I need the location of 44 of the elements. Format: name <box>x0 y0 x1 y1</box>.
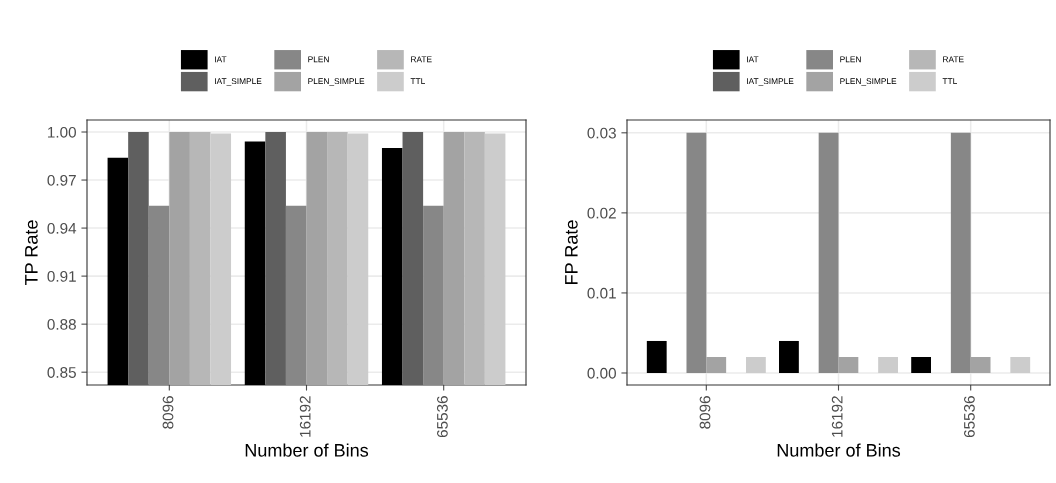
legend-label: IAT_SIMPLE <box>747 78 794 86</box>
legend-label: IAT <box>747 56 759 63</box>
legend-label: PLEN_SIMPLE <box>840 78 897 86</box>
x-axis-title: Number of Bins <box>245 443 369 457</box>
bar <box>911 356 932 373</box>
legend-label: RATE <box>411 56 432 63</box>
y-tick-label: 1.00 <box>48 126 76 138</box>
y-tick-label: 0.85 <box>47 367 76 378</box>
bar <box>745 356 766 373</box>
y-tick-label: 0.97 <box>47 174 76 186</box>
legend-label: PLEN <box>840 56 861 63</box>
y-tick-label: 0.03 <box>587 127 616 139</box>
y-tick-label: 0.88 <box>47 319 76 330</box>
legend-label: RATE <box>943 56 964 63</box>
y-tick-label: 0.00 <box>587 367 616 379</box>
x-tick-label: 8096 <box>699 396 711 429</box>
legend-label: IAT_SIMPLE <box>215 78 262 86</box>
bar <box>818 132 839 373</box>
bar <box>779 340 799 373</box>
bar <box>646 340 667 373</box>
bar <box>970 356 991 373</box>
legend-label: IAT <box>215 56 227 63</box>
legend-label: TTL <box>410 78 425 85</box>
x-axis-title: Number of Bins <box>777 443 901 457</box>
x-tick-label: 16192 <box>299 396 311 437</box>
x-tick-label: 8096 <box>162 396 174 429</box>
y-axis-title: TP Rate <box>25 220 38 286</box>
bar <box>838 356 859 373</box>
legend-label: PLEN_SIMPLE <box>308 78 365 86</box>
bar <box>686 132 707 373</box>
x-tick-label: 65536 <box>963 396 975 438</box>
y-tick-label: 0.91 <box>47 270 76 282</box>
legend-label: TTL <box>942 78 957 85</box>
y-axis-title: FP Rate <box>565 220 578 284</box>
bar <box>1010 356 1031 373</box>
bar <box>950 132 971 373</box>
legend-label: PLEN <box>308 56 329 63</box>
y-tick-label: 0.02 <box>587 207 616 219</box>
x-tick-label: 16192 <box>831 396 843 437</box>
y-tick-label: 0.01 <box>587 287 616 299</box>
bar <box>706 356 727 373</box>
x-tick-label: 65536 <box>436 396 448 438</box>
y-tick-label: 0.94 <box>47 222 77 234</box>
bar <box>878 356 898 373</box>
